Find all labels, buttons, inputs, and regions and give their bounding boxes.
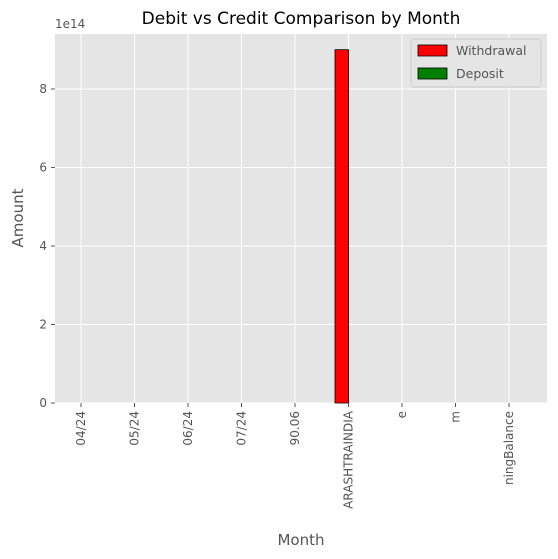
y-offset-label: 1e14 xyxy=(55,17,85,31)
bar-withdrawal-ARASHTRAINDIA xyxy=(334,49,349,404)
y-tick-label: 8 xyxy=(39,82,47,96)
legend-label-withdrawal: Withdrawal xyxy=(456,43,526,58)
chart-title: Debit vs Credit Comparison by Month xyxy=(142,9,461,29)
x-tick-label: 04/24 xyxy=(74,411,88,446)
x-axis-label: Month xyxy=(277,531,324,549)
bars xyxy=(334,49,349,404)
y-tick-label: 2 xyxy=(39,317,47,331)
x-tick-label: ningBalance xyxy=(502,411,516,485)
legend-swatch-deposit xyxy=(417,67,448,80)
x-tick-label: m xyxy=(449,411,463,423)
legend: Withdrawal Deposit xyxy=(410,38,542,88)
plot-area xyxy=(55,34,547,403)
x-tick-label: 05/24 xyxy=(128,411,142,446)
x-ticks: 04/24 05/24 06/24 07/24 90.06 ARASHTRAINDIA e m… xyxy=(74,403,516,509)
x-tick-label: ARASHTRAINDIA xyxy=(342,410,356,509)
x-tick-label: 07/24 xyxy=(235,411,249,446)
grid xyxy=(55,34,547,404)
y-tick-label: 6 xyxy=(39,160,47,174)
y-axis-label: Amount xyxy=(9,188,27,247)
x-tick-label: 90.06 xyxy=(288,411,302,445)
x-tick-label: e xyxy=(395,411,409,418)
legend-label-deposit: Deposit xyxy=(456,66,504,81)
y-tick-label: 0 xyxy=(39,396,47,410)
x-tick-label: 06/24 xyxy=(181,411,195,446)
legend-swatch-withdrawal xyxy=(417,44,448,57)
y-ticks: 0 2 4 6 8 xyxy=(39,82,55,410)
y-tick-label: 4 xyxy=(39,239,47,253)
